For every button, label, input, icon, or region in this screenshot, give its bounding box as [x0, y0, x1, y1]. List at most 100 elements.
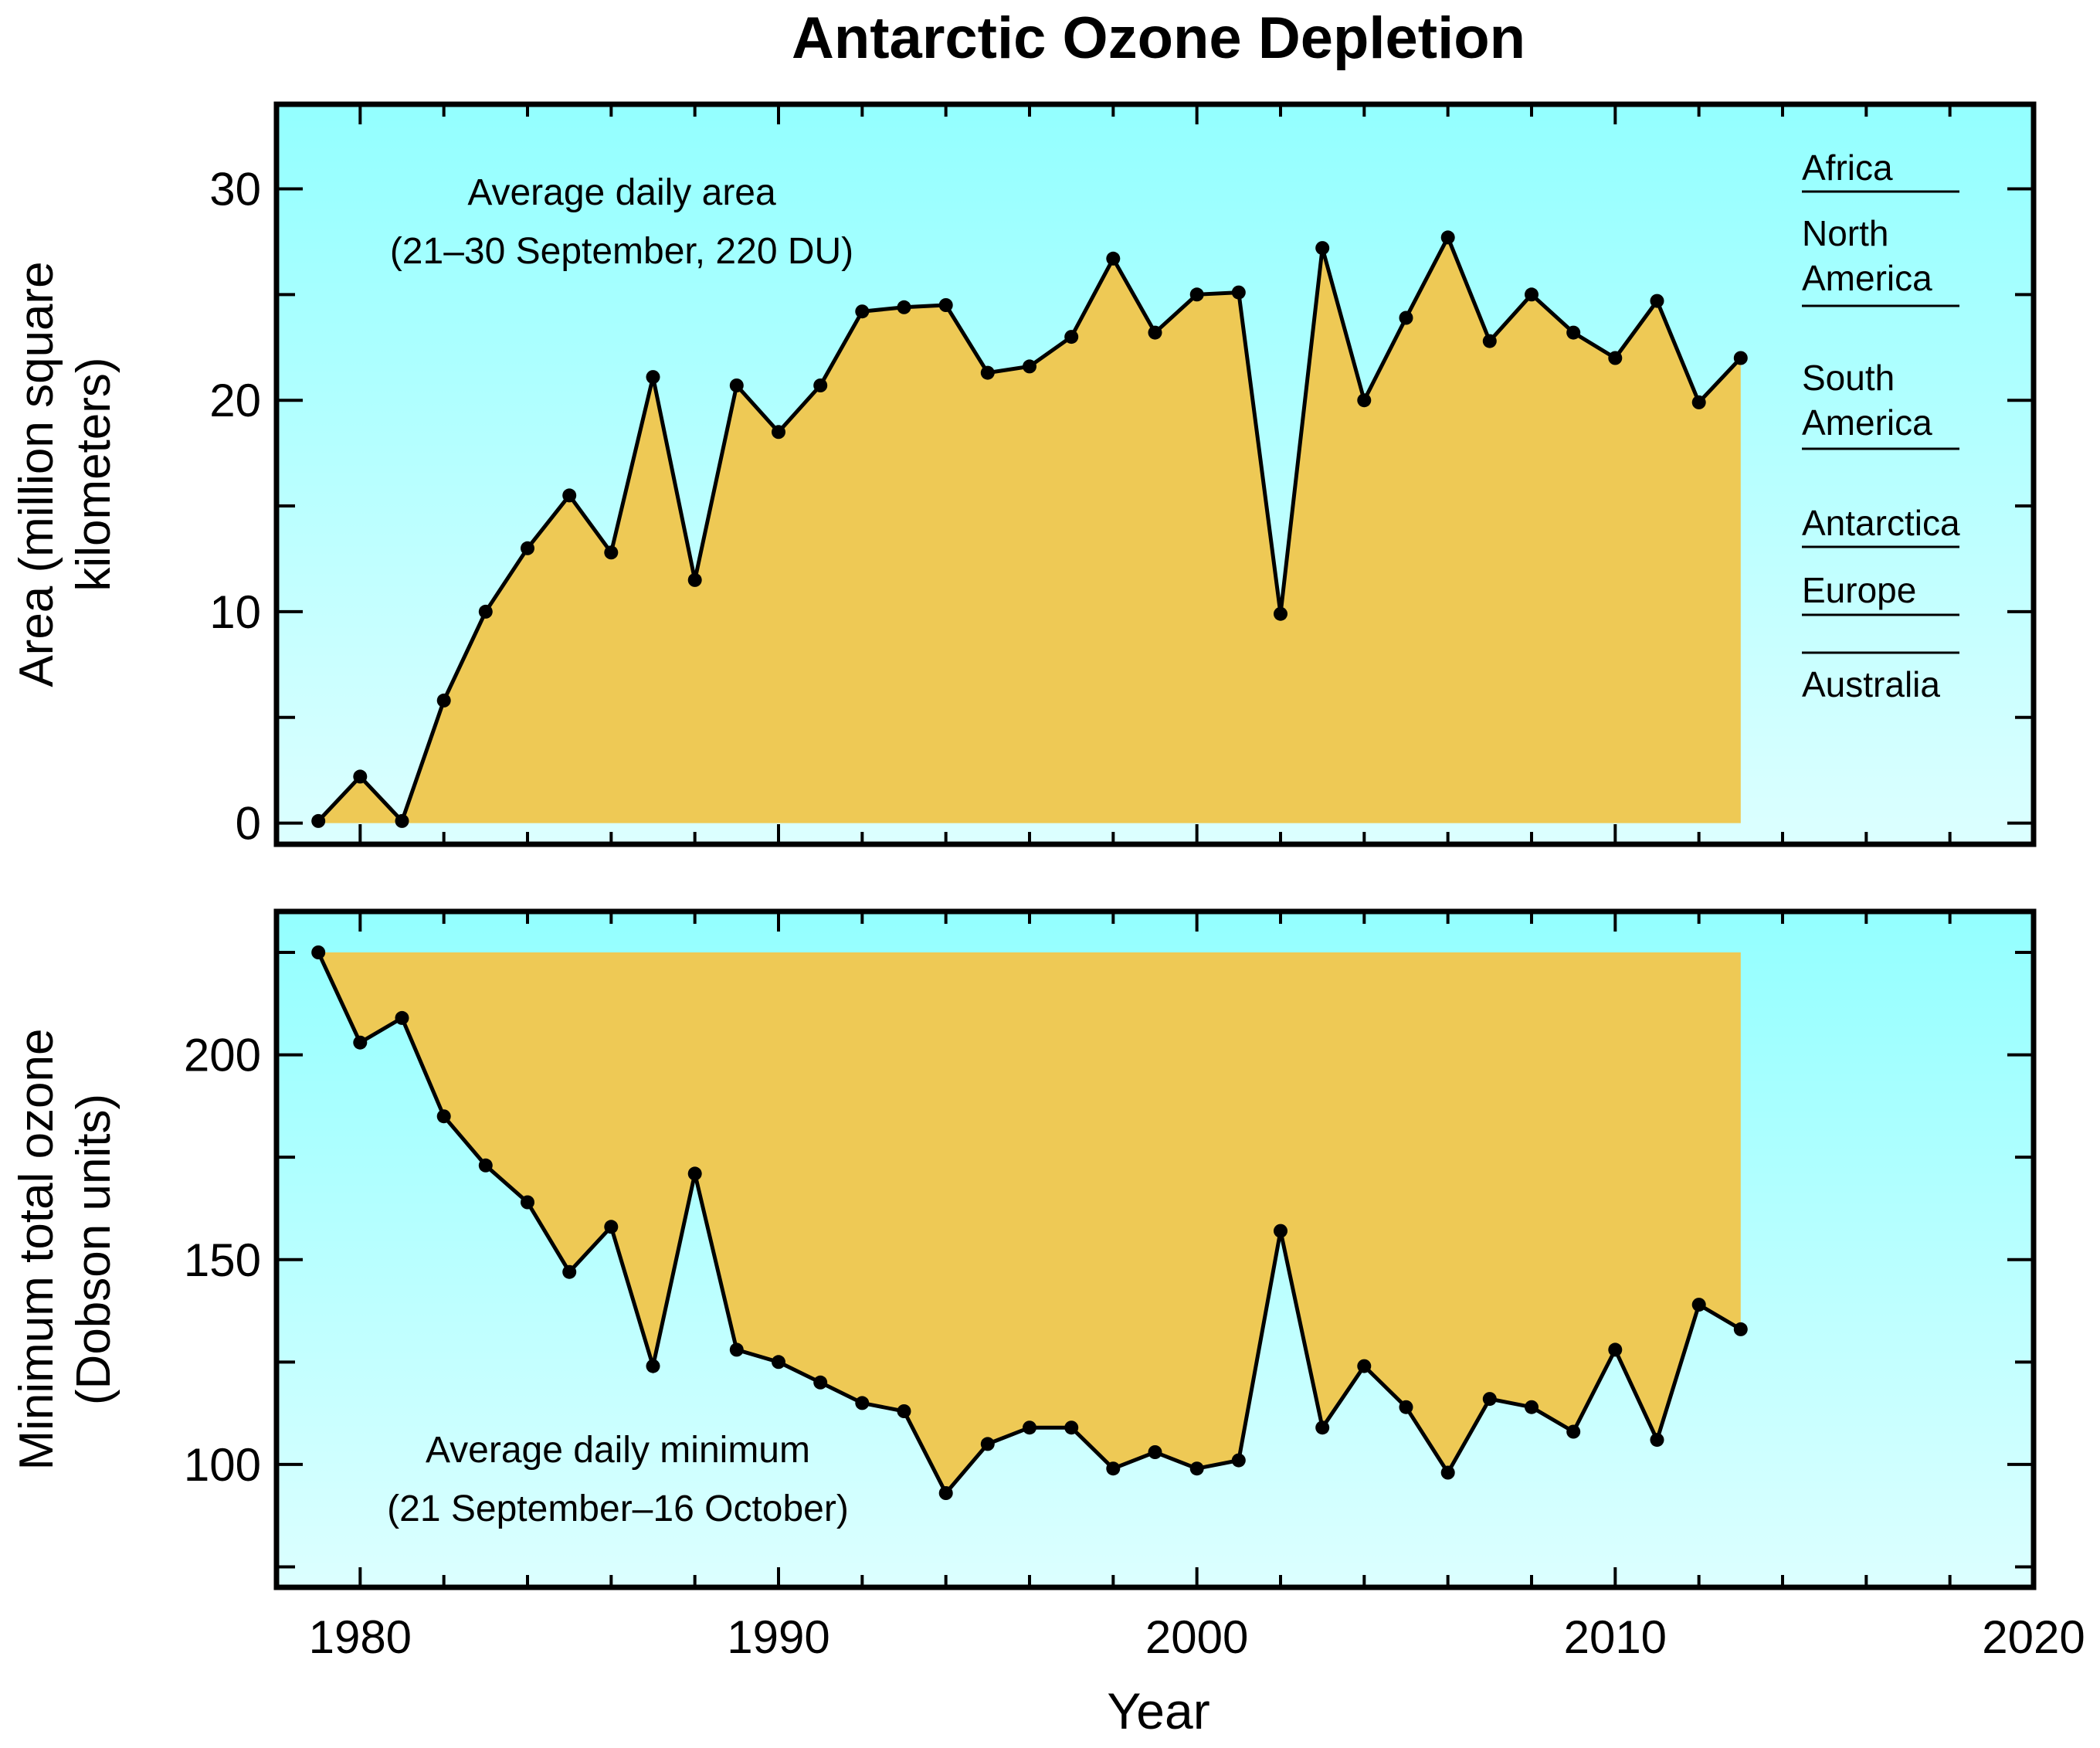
data-point-1982 — [436, 1109, 451, 1124]
data-point-1979 — [311, 945, 326, 959]
y-tick-label: 20 — [209, 375, 261, 426]
data-point-1989 — [729, 1342, 744, 1357]
data-point-1987 — [646, 370, 660, 385]
reference-label: America — [1802, 258, 1932, 298]
reference-europe: Europe — [1802, 570, 1959, 616]
reference-label: Antarctica — [1802, 503, 1960, 543]
data-point-1991 — [813, 378, 828, 392]
data-point-2000 — [1189, 287, 1204, 302]
data-point-2009 — [1566, 325, 1581, 340]
data-point-2005 — [1399, 1400, 1413, 1414]
data-point-2010 — [1608, 351, 1623, 365]
data-point-1984 — [521, 541, 534, 555]
y-axis-label: Minimum total ozone(Dobson units) — [10, 1028, 120, 1470]
data-point-2008 — [1525, 1400, 1539, 1414]
data-point-1998 — [1106, 1461, 1121, 1476]
data-point-2000 — [1189, 1461, 1204, 1476]
plot-frame — [273, 101, 2037, 847]
data-point-1995 — [980, 365, 995, 380]
annotation-line-1: Average daily minimum — [426, 1430, 810, 1471]
data-point-1980 — [353, 769, 368, 784]
annotation-line-2: (21–30 September, 220 DU) — [390, 231, 853, 272]
y-tick-label: 30 — [209, 163, 261, 215]
data-point-1991 — [813, 1375, 828, 1390]
y-tick-label: 0 — [236, 798, 261, 850]
data-point-1993 — [897, 300, 911, 314]
data-point-1994 — [938, 1486, 953, 1500]
data-point-2010 — [1608, 1342, 1623, 1357]
data-point-1997 — [1064, 330, 1079, 345]
data-point-2001 — [1231, 285, 1246, 300]
panel-2: 100 150 200 Minimum total ozone(Dobson unit… — [10, 908, 2037, 1590]
data-point-1982 — [436, 693, 451, 708]
data-point-1979 — [311, 813, 326, 828]
data-point-1985 — [562, 1264, 577, 1279]
data-point-1987 — [646, 1359, 660, 1373]
area-fill — [318, 237, 1741, 823]
data-point-2003 — [1315, 241, 1330, 256]
reference-label: America — [1802, 402, 1932, 443]
data-point-1980 — [353, 1035, 368, 1050]
reference-north-america: North America — [1802, 213, 1959, 307]
data-point-1984 — [521, 1195, 534, 1210]
x-tick-label: 2010 — [1564, 1611, 1667, 1663]
reference-australia: Australia — [1802, 651, 1959, 704]
y-tick-label: 10 — [209, 586, 261, 638]
data-point-2011 — [1650, 1433, 1664, 1448]
data-point-1992 — [855, 304, 870, 319]
annotation-line-2: (21 September–16 October) — [387, 1488, 849, 1529]
data-point-1985 — [562, 488, 577, 503]
data-point-1999 — [1148, 325, 1162, 340]
data-point-2004 — [1357, 393, 1372, 408]
x-tick-label: 2020 — [1982, 1611, 2085, 1663]
panels: 0 10 20 30 Area (million squarekilometers) Av… — [10, 101, 2037, 1590]
y-tick-label: 150 — [184, 1234, 261, 1286]
data-point-1983 — [478, 1158, 493, 1173]
area-fill — [318, 952, 1741, 1493]
data-point-1988 — [687, 572, 702, 587]
data-point-2012 — [1691, 395, 1706, 409]
data-point-2001 — [1231, 1453, 1246, 1468]
reference-label: North — [1802, 213, 1888, 253]
data-point-2006 — [1440, 1465, 1455, 1480]
reference-antarctica: Antarctica — [1802, 503, 1960, 548]
data-point-1990 — [772, 1355, 785, 1370]
reference-label: Africa — [1802, 148, 1893, 188]
reference-label: South — [1802, 358, 1895, 398]
x-tick-label: 1990 — [727, 1611, 829, 1663]
x-axis-tick-labels: 1980 1990 2000 2010 2020 — [309, 1611, 2085, 1663]
data-point-1981 — [395, 813, 409, 828]
data-point-1996 — [1023, 359, 1036, 374]
x-tick-label: 2000 — [1145, 1611, 1248, 1663]
y-tick-label: 100 — [184, 1439, 261, 1491]
data-point-2002 — [1274, 1224, 1287, 1238]
data-point-2013 — [1733, 1322, 1748, 1336]
data-point-2009 — [1566, 1424, 1581, 1439]
data-point-2007 — [1482, 1392, 1497, 1407]
data-point-1998 — [1106, 251, 1121, 266]
data-point-1990 — [772, 425, 785, 440]
data-point-1999 — [1148, 1445, 1162, 1459]
panel-1: 0 10 20 30 Area (million squarekilometers) Av… — [10, 101, 2037, 850]
annotation-line-1: Average daily area — [467, 172, 776, 213]
data-point-2013 — [1733, 351, 1748, 365]
data-point-1992 — [855, 1396, 870, 1410]
data-point-2004 — [1357, 1359, 1372, 1373]
data-point-1988 — [687, 1166, 702, 1181]
data-point-1995 — [980, 1437, 995, 1451]
data-point-1993 — [897, 1404, 911, 1418]
reference-label: Europe — [1802, 570, 1916, 610]
data-point-1986 — [604, 545, 619, 560]
data-point-2007 — [1482, 334, 1497, 348]
data-point-2005 — [1399, 311, 1413, 325]
y-tick-label: 200 — [184, 1030, 261, 1081]
x-axis-label: Year — [1107, 1682, 1209, 1740]
chart-title: Antarctic Ozone Depletion — [792, 5, 1525, 71]
reference-africa: Africa — [1802, 148, 1959, 193]
data-point-1989 — [729, 378, 744, 392]
data-point-1986 — [604, 1220, 619, 1234]
data-point-1994 — [938, 298, 953, 312]
reference-label: Australia — [1802, 664, 1940, 704]
